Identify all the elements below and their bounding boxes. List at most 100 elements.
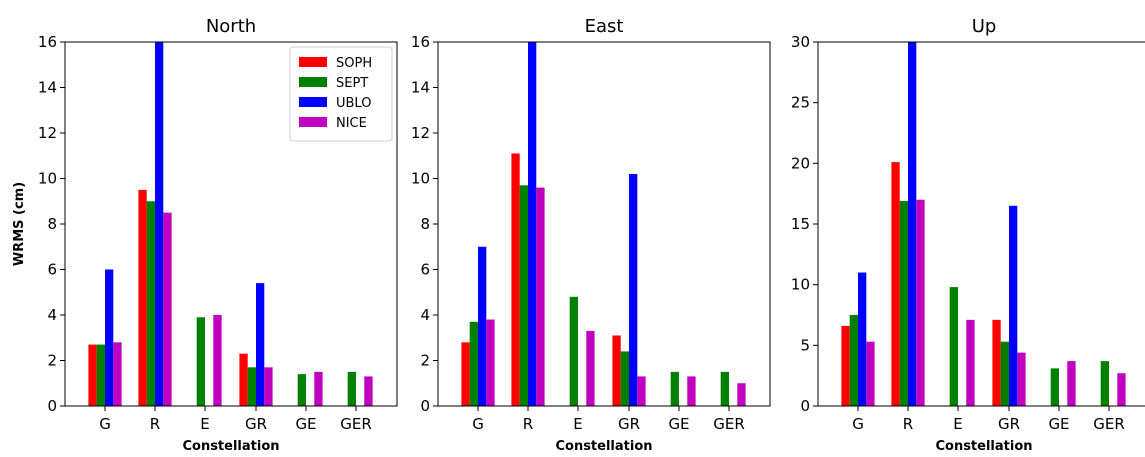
bar-sept-e <box>569 296 578 406</box>
x-tick-label: GR <box>998 415 1020 433</box>
bar-nice-gr <box>264 367 273 406</box>
panel-east <box>433 41 771 411</box>
bar-sept-r <box>519 185 528 406</box>
bar-nice-gr <box>637 376 646 406</box>
bars-group <box>461 42 746 406</box>
bar-nice-g <box>486 319 495 406</box>
y-tick-label: 16 <box>411 33 430 51</box>
bar-nice-r <box>916 199 925 406</box>
legend-label-nice: NICE <box>336 116 367 131</box>
bar-soph-r <box>138 189 147 406</box>
bar-sept-r <box>899 200 908 406</box>
chart-title: Up <box>972 16 997 37</box>
bar-sept-ge <box>670 371 679 406</box>
x-tick-label: E <box>573 415 582 433</box>
bar-ublo-r <box>155 42 164 406</box>
bar-sept-g <box>96 344 105 406</box>
legend-label-ublo: UBLO <box>336 96 371 111</box>
y-tick-label: 6 <box>47 261 57 279</box>
bar-soph-g <box>88 344 97 406</box>
panel-up <box>813 41 1145 411</box>
y-tick-label: 2 <box>420 352 430 370</box>
bar-ublo-gr <box>1009 205 1018 406</box>
bar-sept-ger <box>720 371 729 406</box>
y-tick-label: 15 <box>791 215 810 233</box>
bar-ublo-gr <box>256 283 265 406</box>
x-tick-label: GER <box>713 415 745 433</box>
bar-soph-gr <box>239 353 248 406</box>
bar-nice-r <box>163 212 172 406</box>
bar-soph-g <box>461 342 470 406</box>
y-tick-label: 10 <box>411 170 430 188</box>
x-tick-label: E <box>953 415 962 433</box>
y-tick-label: 30 <box>791 33 810 51</box>
y-tick-label: 8 <box>47 215 57 233</box>
x-tick-label: GE <box>668 415 689 433</box>
bar-nice-ger <box>1117 373 1126 406</box>
chart-title: East <box>585 16 624 37</box>
bar-nice-ge <box>687 376 696 406</box>
bar-nice-e <box>586 330 595 406</box>
x-tick-label: R <box>523 415 533 433</box>
bar-nice-ger <box>364 376 373 406</box>
bar-sept-g <box>849 315 858 406</box>
legend-swatch-sept <box>299 77 327 87</box>
bar-ublo-g <box>478 246 487 406</box>
bar-soph-r <box>511 153 520 406</box>
x-tick-label: R <box>150 415 160 433</box>
x-tick-label: GR <box>245 415 267 433</box>
y-tick-label: 25 <box>791 94 810 112</box>
x-tick-label: E <box>200 415 209 433</box>
y-tick-label: 12 <box>411 124 430 142</box>
bar-nice-gr <box>1017 352 1026 406</box>
x-axis-label: Constellation <box>182 439 279 452</box>
legend-swatch-soph <box>299 57 327 67</box>
bar-ublo-r <box>528 42 537 406</box>
y-tick-label: 4 <box>47 306 57 324</box>
bar-sept-gr <box>247 367 256 406</box>
x-tick-label: GR <box>618 415 640 433</box>
y-tick-label: 6 <box>420 261 430 279</box>
bar-nice-ge <box>314 371 323 406</box>
y-tick-label: 4 <box>420 306 430 324</box>
bar-nice-r <box>536 187 545 406</box>
x-axis-label: Constellation <box>935 439 1032 452</box>
y-tick-label: 12 <box>38 124 57 142</box>
bar-sept-ge <box>1050 368 1059 406</box>
bar-soph-r <box>891 162 900 406</box>
bar-nice-e <box>966 319 975 406</box>
bar-nice-g <box>866 341 875 406</box>
x-tick-label: G <box>472 415 484 433</box>
bar-ublo-g <box>105 269 114 406</box>
legend-label-sept: SEPT <box>336 76 368 91</box>
bar-soph-g <box>841 325 850 406</box>
bar-sept-ge <box>297 374 306 406</box>
y-tick-label: 14 <box>411 79 430 97</box>
x-tick-label: G <box>99 415 111 433</box>
bars-group <box>88 42 373 406</box>
y-tick-label: 0 <box>800 397 810 415</box>
y-tick-label: 0 <box>47 397 57 415</box>
bar-soph-gr <box>992 319 1001 406</box>
bar-ublo-gr <box>629 173 638 406</box>
bar-sept-r <box>146 201 155 406</box>
x-tick-label: GER <box>1093 415 1125 433</box>
legend-swatch-ublo <box>299 97 327 107</box>
bar-ublo-r <box>908 42 917 406</box>
y-tick-label: 0 <box>420 397 430 415</box>
bar-sept-gr <box>620 351 629 406</box>
bar-sept-ger <box>347 371 356 406</box>
y-tick-label: 14 <box>38 79 57 97</box>
x-axis-label: Constellation <box>555 439 652 452</box>
bar-sept-ger <box>1100 361 1109 406</box>
bars-group <box>841 42 1126 406</box>
bar-sept-e <box>196 317 205 406</box>
y-tick-label: 16 <box>38 33 57 51</box>
y-tick-label: 8 <box>420 215 430 233</box>
x-tick-label: GE <box>295 415 316 433</box>
x-tick-label: GER <box>340 415 372 433</box>
y-tick-label: 10 <box>791 276 810 294</box>
y-axis-label: WRMS (cm) <box>12 182 27 266</box>
